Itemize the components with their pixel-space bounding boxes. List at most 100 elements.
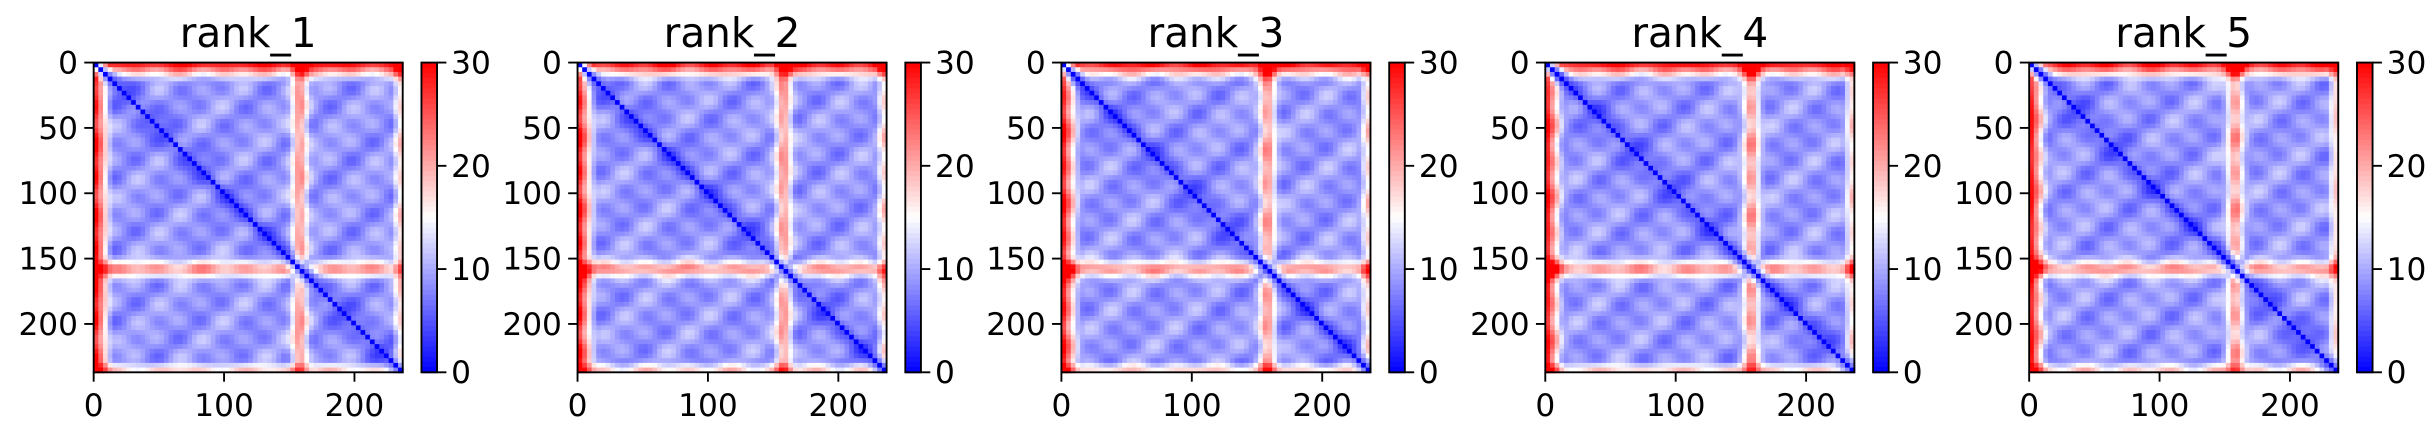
heatmap-cell — [252, 344, 259, 350]
heatmap-cell — [252, 301, 259, 308]
heatmap-cell — [360, 315, 367, 322]
heatmap-cell — [121, 348, 128, 355]
heatmap-cell — [210, 283, 217, 289]
heatmap-cell — [135, 320, 142, 327]
heatmap-cell — [163, 240, 170, 247]
heatmap-cell — [327, 147, 334, 153]
heatmap-cell — [201, 114, 207, 120]
heatmap-cell — [309, 62, 315, 69]
heatmap-cell — [285, 137, 292, 144]
heatmap-cell — [746, 71, 752, 78]
heatmap-cell — [252, 95, 259, 102]
heatmap-cell — [388, 128, 395, 134]
heatmap-cell — [238, 100, 245, 106]
heatmap-cell — [379, 114, 385, 120]
heatmap-cell — [351, 165, 357, 172]
heatmap-cell — [196, 62, 203, 69]
heatmap-cell — [149, 334, 156, 341]
heatmap-cell — [224, 198, 231, 205]
heatmap-cell — [351, 306, 357, 313]
heatmap-cell — [248, 306, 254, 313]
heatmap-cell — [262, 95, 268, 102]
heatmap-cell — [318, 348, 325, 355]
heatmap-cell — [398, 334, 404, 341]
heatmap-cell — [369, 236, 376, 242]
heatmap-cell — [262, 67, 268, 73]
heatmap-cell — [398, 86, 404, 92]
heatmap-cell — [234, 259, 240, 266]
heatmap-cell — [238, 62, 245, 69]
heatmap-cell — [238, 81, 245, 87]
heatmap-cell — [229, 217, 236, 224]
heatmap-cell — [285, 76, 292, 83]
heatmap-cell — [327, 132, 334, 139]
heatmap-cell — [177, 170, 184, 177]
heatmap-cell — [159, 339, 165, 346]
heatmap-cell — [276, 179, 282, 186]
heatmap-cell — [337, 137, 343, 144]
heatmap-cell — [341, 142, 348, 148]
heatmap-cell — [271, 90, 278, 97]
heatmap-cell — [257, 259, 264, 266]
heatmap-cell — [638, 62, 645, 69]
heatmap-cell — [313, 297, 320, 303]
heatmap-cell — [210, 86, 217, 92]
heatmap-cell — [276, 165, 282, 172]
heatmap-cell — [243, 273, 250, 280]
heatmap-cell — [191, 254, 198, 261]
heatmap-cell — [605, 81, 612, 87]
heatmap-cell — [262, 86, 268, 92]
heatmap-cell — [229, 339, 236, 346]
heatmap-cell — [365, 231, 371, 238]
heatmap-cell — [365, 71, 371, 78]
heatmap-cell — [168, 137, 175, 144]
heatmap-cell — [187, 203, 193, 209]
heatmap-cell — [252, 71, 259, 78]
heatmap-cell — [257, 240, 264, 247]
heatmap-cell — [159, 273, 165, 280]
heatmap-cell — [323, 203, 329, 209]
heatmap-cell — [229, 184, 236, 191]
heatmap-cell — [154, 325, 161, 332]
heatmap-cell — [290, 315, 296, 322]
heatmap-cell — [224, 62, 231, 69]
heatmap-cell — [149, 273, 156, 280]
heatmap-cell — [107, 203, 114, 209]
heatmap-cell — [332, 142, 339, 148]
y-tick-label: 100 — [18, 176, 78, 212]
heatmap-cell — [196, 264, 203, 270]
heatmap-cell — [126, 132, 133, 139]
heatmap-cell — [229, 175, 236, 181]
heatmap-cell — [369, 269, 376, 275]
heatmap-cell — [248, 100, 254, 106]
heatmap-cell — [337, 161, 343, 167]
heatmap-cell — [318, 76, 325, 83]
heatmap-cell — [346, 137, 353, 144]
heatmap-cell — [318, 269, 325, 275]
heatmap-cell — [337, 184, 343, 191]
colorbar-segment — [421, 83, 438, 90]
heatmap-cell — [383, 142, 390, 148]
heatmap-cell — [266, 100, 273, 106]
heatmap-cell — [346, 161, 353, 167]
heatmap-cell — [121, 81, 128, 87]
heatmap-cell — [835, 71, 841, 78]
heatmap-cell — [145, 254, 151, 261]
heatmap-cell — [285, 254, 292, 261]
heatmap-cell — [304, 212, 310, 219]
heatmap-cell — [290, 76, 296, 83]
heatmap-cell — [290, 358, 296, 364]
heatmap-cell — [224, 315, 231, 322]
heatmap-cell — [689, 76, 696, 83]
heatmap-cell — [369, 250, 376, 256]
colorbar-segment — [421, 356, 438, 363]
heatmap-cell — [332, 311, 339, 317]
heatmap-cell — [266, 62, 273, 69]
heatmap-cell — [135, 254, 142, 261]
heatmap-cell — [201, 184, 207, 191]
heatmap-cell — [112, 306, 119, 313]
heatmap-cell — [187, 179, 193, 186]
heatmap-cell — [299, 240, 306, 247]
heatmap-cell — [112, 175, 119, 181]
